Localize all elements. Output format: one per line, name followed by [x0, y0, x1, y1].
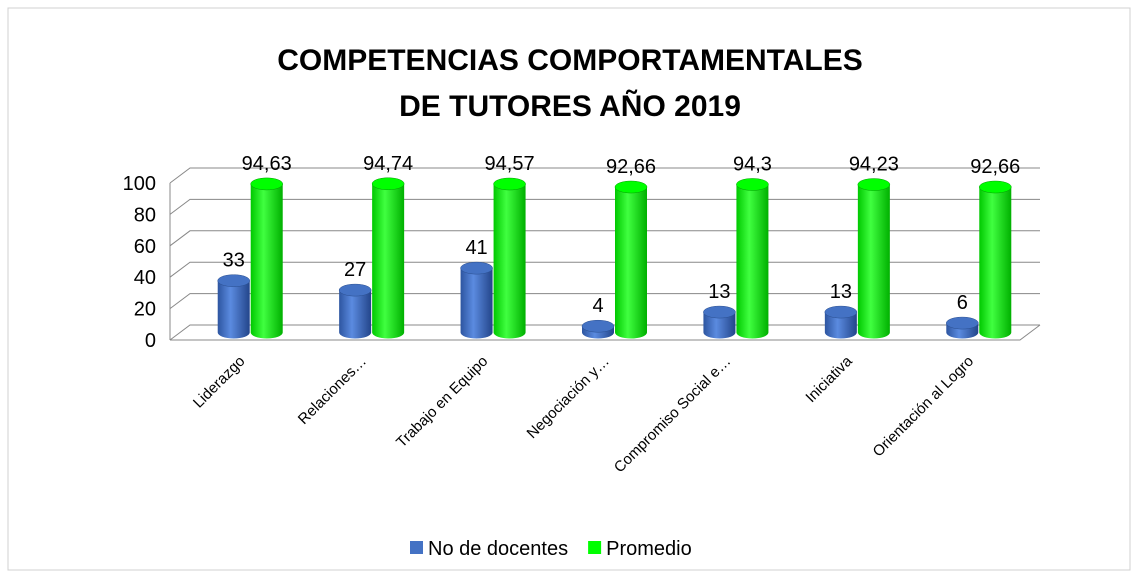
grid-line	[169, 261, 1040, 278]
bar-top	[338, 283, 372, 297]
data-label: 6	[957, 292, 968, 314]
y-tick-label: 0	[145, 330, 156, 352]
data-label: 33	[223, 250, 245, 272]
legend-swatch	[410, 541, 423, 554]
bar	[460, 261, 493, 339]
x-tick-label: Orientación al Logro	[870, 353, 978, 461]
bar-top	[857, 178, 891, 191]
legend-swatch	[588, 541, 602, 554]
x-tick-label: Liderazgo	[190, 353, 249, 412]
grid-line	[169, 230, 1040, 247]
bar-body	[736, 184, 769, 339]
bar-body	[857, 184, 890, 339]
bar-top	[736, 178, 769, 191]
bar	[581, 319, 615, 339]
grid-line	[169, 167, 1040, 184]
bar-body	[615, 187, 647, 339]
grid-line	[169, 198, 1040, 215]
data-label: 94,57	[485, 153, 535, 175]
data-label: 94,74	[363, 153, 413, 175]
y-tick-label: 60	[134, 236, 156, 258]
data-label: 92,66	[970, 156, 1020, 178]
bar-body	[372, 183, 405, 339]
x-tick-label: Negociación y…	[524, 353, 613, 442]
bar	[493, 177, 526, 339]
chart-title: COMPETENCIAS COMPORTAMENTALES DE TUTORES…	[277, 44, 863, 123]
data-label: 13	[830, 281, 852, 303]
bar	[614, 180, 648, 339]
bar-body	[460, 268, 493, 339]
data-label: 4	[592, 295, 603, 317]
x-tick-label: Iniciativa	[802, 352, 856, 406]
y-tick-label: 40	[134, 267, 156, 289]
chart-border	[7, 7, 1131, 571]
bar-body	[824, 312, 857, 339]
y-tick-label: 80	[134, 204, 156, 226]
bar-top	[614, 180, 648, 194]
bar-body	[217, 280, 250, 339]
bar-body	[250, 183, 283, 339]
bar-top	[460, 261, 493, 275]
x-tick-label: Trabajo en Equipo	[393, 353, 491, 451]
bar	[250, 177, 283, 339]
bar-body	[339, 290, 372, 339]
bar-top	[250, 177, 283, 191]
bar	[857, 178, 891, 339]
bar	[946, 316, 979, 339]
bar-top	[979, 180, 1012, 194]
legend-label: No de docentes	[428, 538, 568, 560]
bar-body	[979, 187, 1012, 339]
bar-top	[217, 274, 250, 287]
data-label: 94,63	[242, 153, 292, 175]
bar-top	[703, 305, 736, 319]
floor	[170, 324, 1041, 341]
data-label: 27	[344, 259, 366, 281]
x-tick-label: Compromiso Social e…	[611, 353, 734, 476]
bar	[338, 283, 372, 339]
legend-label: Promedio	[606, 538, 692, 560]
bar-top	[946, 316, 979, 330]
data-label: 94,3	[733, 153, 772, 175]
bar-body	[493, 184, 526, 339]
data-label: 92,66	[606, 156, 656, 178]
grid-line	[169, 293, 1040, 310]
bar	[979, 180, 1012, 339]
y-tick-label: 100	[123, 173, 156, 195]
bar	[824, 305, 858, 339]
data-label: 13	[708, 281, 730, 303]
bar	[371, 177, 405, 339]
bar-top	[824, 305, 858, 319]
bar-body	[703, 312, 736, 339]
bar	[703, 305, 736, 339]
bar	[217, 274, 250, 339]
bar-top	[581, 319, 615, 333]
data-label: 94,23	[849, 154, 899, 176]
bar	[736, 178, 769, 339]
bar-top	[493, 177, 526, 191]
x-tick-label: Relaciones…	[295, 353, 370, 428]
y-tick-label: 20	[134, 299, 156, 321]
data-label: 41	[465, 237, 487, 259]
bar-top	[371, 177, 405, 191]
